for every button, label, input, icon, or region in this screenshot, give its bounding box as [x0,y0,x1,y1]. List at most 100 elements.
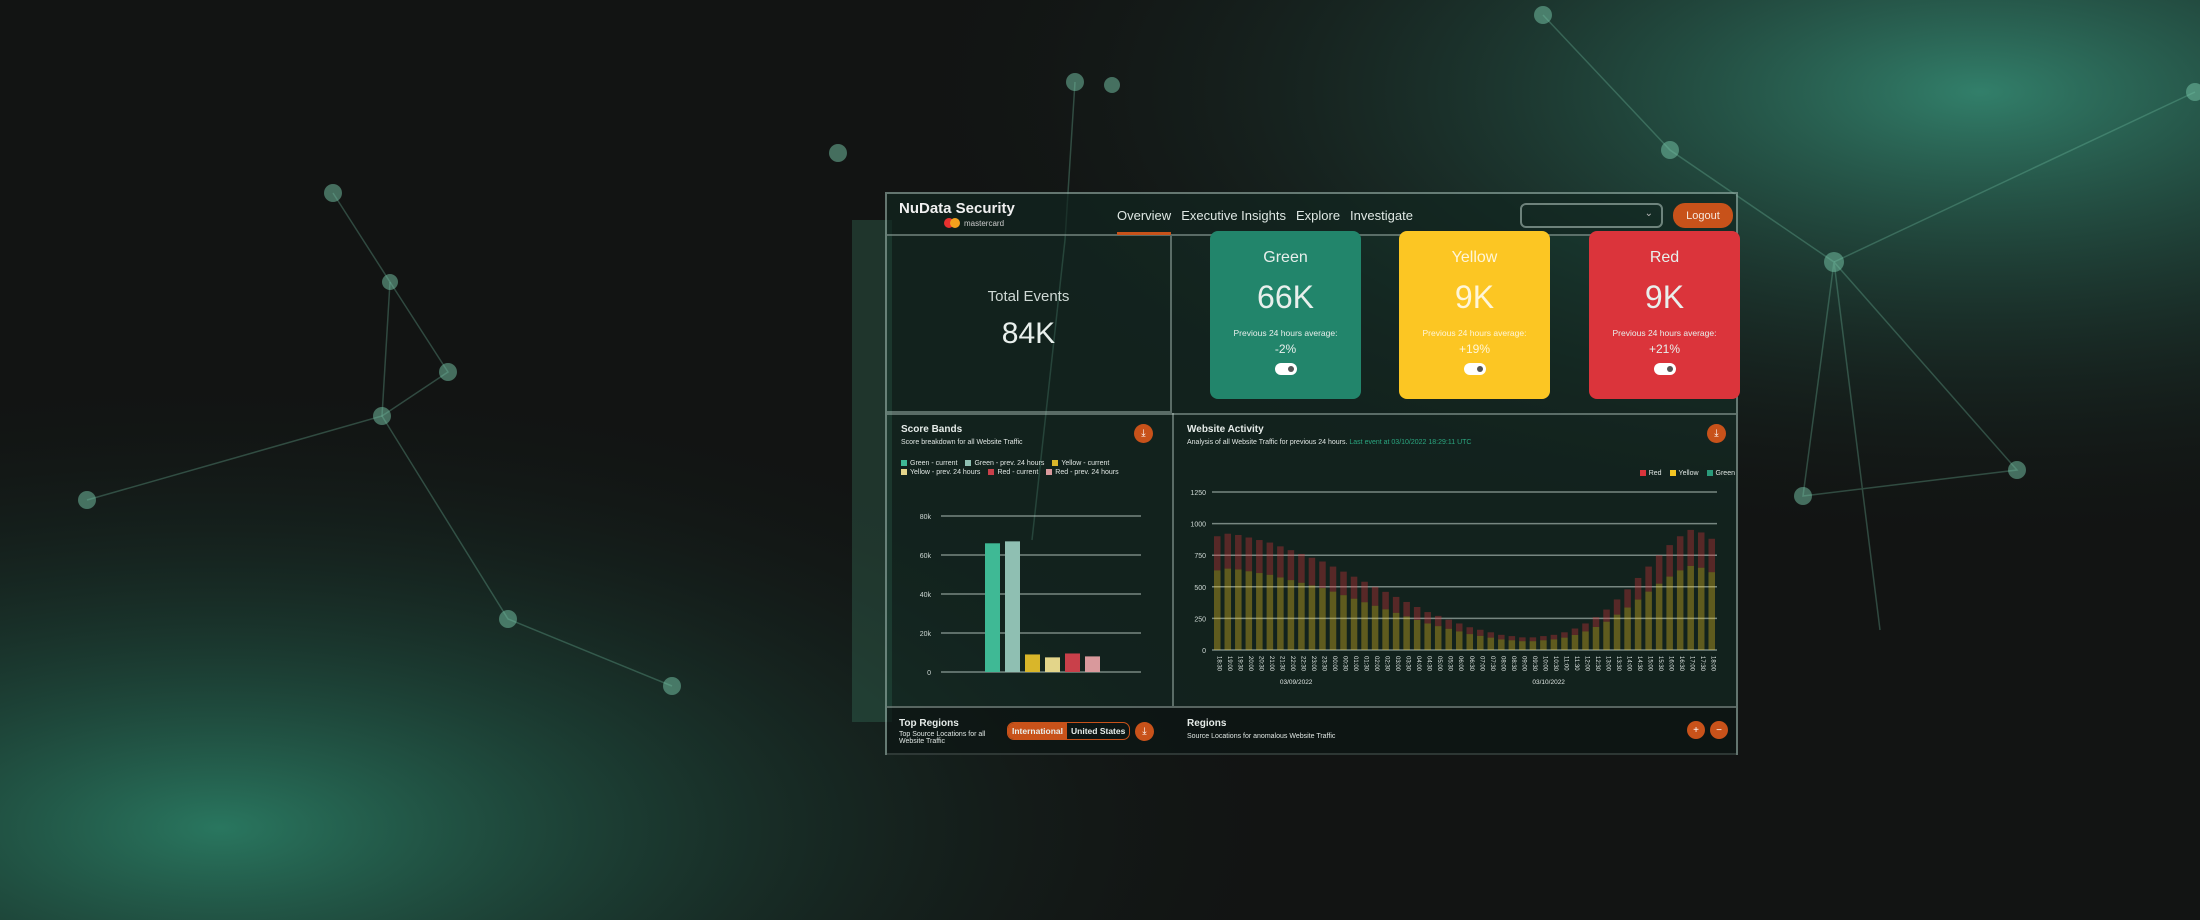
x-tick-label: 20:30 [1257,656,1263,672]
x-tick-label: 08:30 [1510,656,1516,672]
option-united-states[interactable]: United States [1071,726,1126,736]
x-tick-label: 06:30 [1468,656,1474,672]
nav-investigate[interactable]: Investigate [1350,208,1413,223]
zoom-out-button[interactable]: − [1710,721,1728,739]
bar [1445,628,1452,650]
bar [1256,573,1263,650]
date-label: 03/10/2022 [1532,679,1565,686]
legend-item[interactable]: Yellow [1669,470,1699,477]
card-change: +21% [1648,342,1681,356]
x-tick-label: 06:00 [1457,656,1463,672]
x-tick-label: 20:00 [1247,656,1253,672]
bar [1224,568,1232,650]
bar [1676,570,1684,650]
chevron-down-icon: ⌄ [1644,208,1653,219]
bar [1329,566,1337,592]
legend-item[interactable]: Yellow - current [1052,460,1109,467]
bar [1508,640,1516,650]
account-select[interactable]: ⌄ [1520,203,1663,228]
red-card: Red 9K Previous 24 hours average: +21% [1589,231,1740,399]
bar [1277,546,1284,578]
bar [1613,614,1621,650]
download-icon[interactable]: ⤓ [1707,424,1726,443]
nav-executive-insights[interactable]: Executive Insights [1181,208,1286,223]
score-bands-panel: Score Bands Score breakdown for all Webs… [901,424,1161,704]
legend-item[interactable]: Red [1639,470,1662,477]
bar [1592,617,1600,627]
regions-subtitle: Source Locations for anomalous Website T… [1187,733,1336,740]
bar [1065,653,1080,672]
download-icon[interactable]: ⤓ [1134,424,1153,443]
x-tick-label: 14:00 [1626,656,1632,672]
y-tick-label: 20k [920,631,932,638]
top-regions-title: Top Regions [899,718,959,729]
option-international[interactable]: International [1008,723,1068,739]
y-tick-label: 60k [920,553,932,560]
bar [1045,657,1060,672]
bar [1214,536,1221,571]
y-tick-label: 0 [1202,648,1206,655]
toggle-switch[interactable] [1653,363,1676,375]
bar [1392,596,1400,613]
x-tick-label: 05:30 [1447,656,1453,672]
legend-item[interactable]: Red - current [988,469,1038,476]
bar [1445,619,1452,629]
x-tick-label: 19:30 [1236,656,1242,672]
bar [1224,533,1232,569]
bar [1550,639,1558,650]
x-tick-label: 04:00 [1415,656,1421,672]
bar [1308,557,1316,586]
legend-item[interactable]: Yellow - prev. 24 hours [901,469,980,476]
bar [1434,626,1442,650]
regions-header: Regions Source Locations for anomalous W… [1187,718,1335,740]
x-tick-label: 17:30 [1699,656,1705,672]
x-tick-label: 21:00 [1268,656,1274,672]
legend-item[interactable]: Green - current [901,460,957,467]
bar [1266,574,1274,650]
toggle-switch[interactable] [1274,363,1297,375]
x-tick-label: 22:30 [1299,656,1305,672]
bar [1655,555,1663,584]
bar [1350,576,1358,599]
x-tick-label: 03:30 [1405,656,1411,672]
x-tick-label: 12:30 [1594,656,1600,672]
y-tick-label: 750 [1194,553,1206,560]
card-prev-label: Previous 24 hours average: [1422,328,1527,338]
bar [1498,639,1505,650]
nav-overview[interactable]: Overview [1117,208,1172,235]
legend-item[interactable]: Green - prev. 24 hours [965,460,1044,467]
x-tick-label: 07:30 [1489,656,1495,672]
legend-item[interactable]: Green [1706,470,1735,477]
bar [1708,538,1715,573]
total-events-panel: Total Events 84K [887,236,1172,413]
bar [1413,619,1421,650]
background-panel [852,220,892,722]
nav-explore[interactable]: Explore [1295,208,1341,223]
download-icon[interactable]: ⤓ [1135,722,1154,741]
bar [1487,632,1495,638]
y-tick-label: 250 [1194,616,1206,623]
bar [1676,536,1684,571]
date-label: 03/09/2022 [1280,679,1313,686]
logout-button[interactable]: Logout [1673,203,1733,228]
toggle-switch[interactable] [1463,363,1486,375]
card-value: 9K [1454,279,1495,315]
bar [1697,567,1705,650]
top-regions-header: Top Regions Top Source Locations for all… [899,718,1009,745]
bar [1403,616,1410,650]
x-tick-label: 12:00 [1583,656,1589,672]
bar [1298,582,1305,650]
bar [1477,629,1484,636]
x-tick-label: 13:30 [1615,656,1621,672]
bar [1477,635,1484,650]
bar [1340,595,1347,650]
bar [1540,636,1547,641]
y-tick-label: 1250 [1190,490,1206,497]
bar [1361,602,1368,650]
zoom-in-button[interactable]: + [1687,721,1705,739]
x-tick-label: 04:30 [1426,656,1432,672]
bar [1245,571,1253,650]
bar [1256,540,1263,574]
bar [1550,634,1558,640]
legend-item[interactable]: Red - prev. 24 hours [1046,469,1119,476]
